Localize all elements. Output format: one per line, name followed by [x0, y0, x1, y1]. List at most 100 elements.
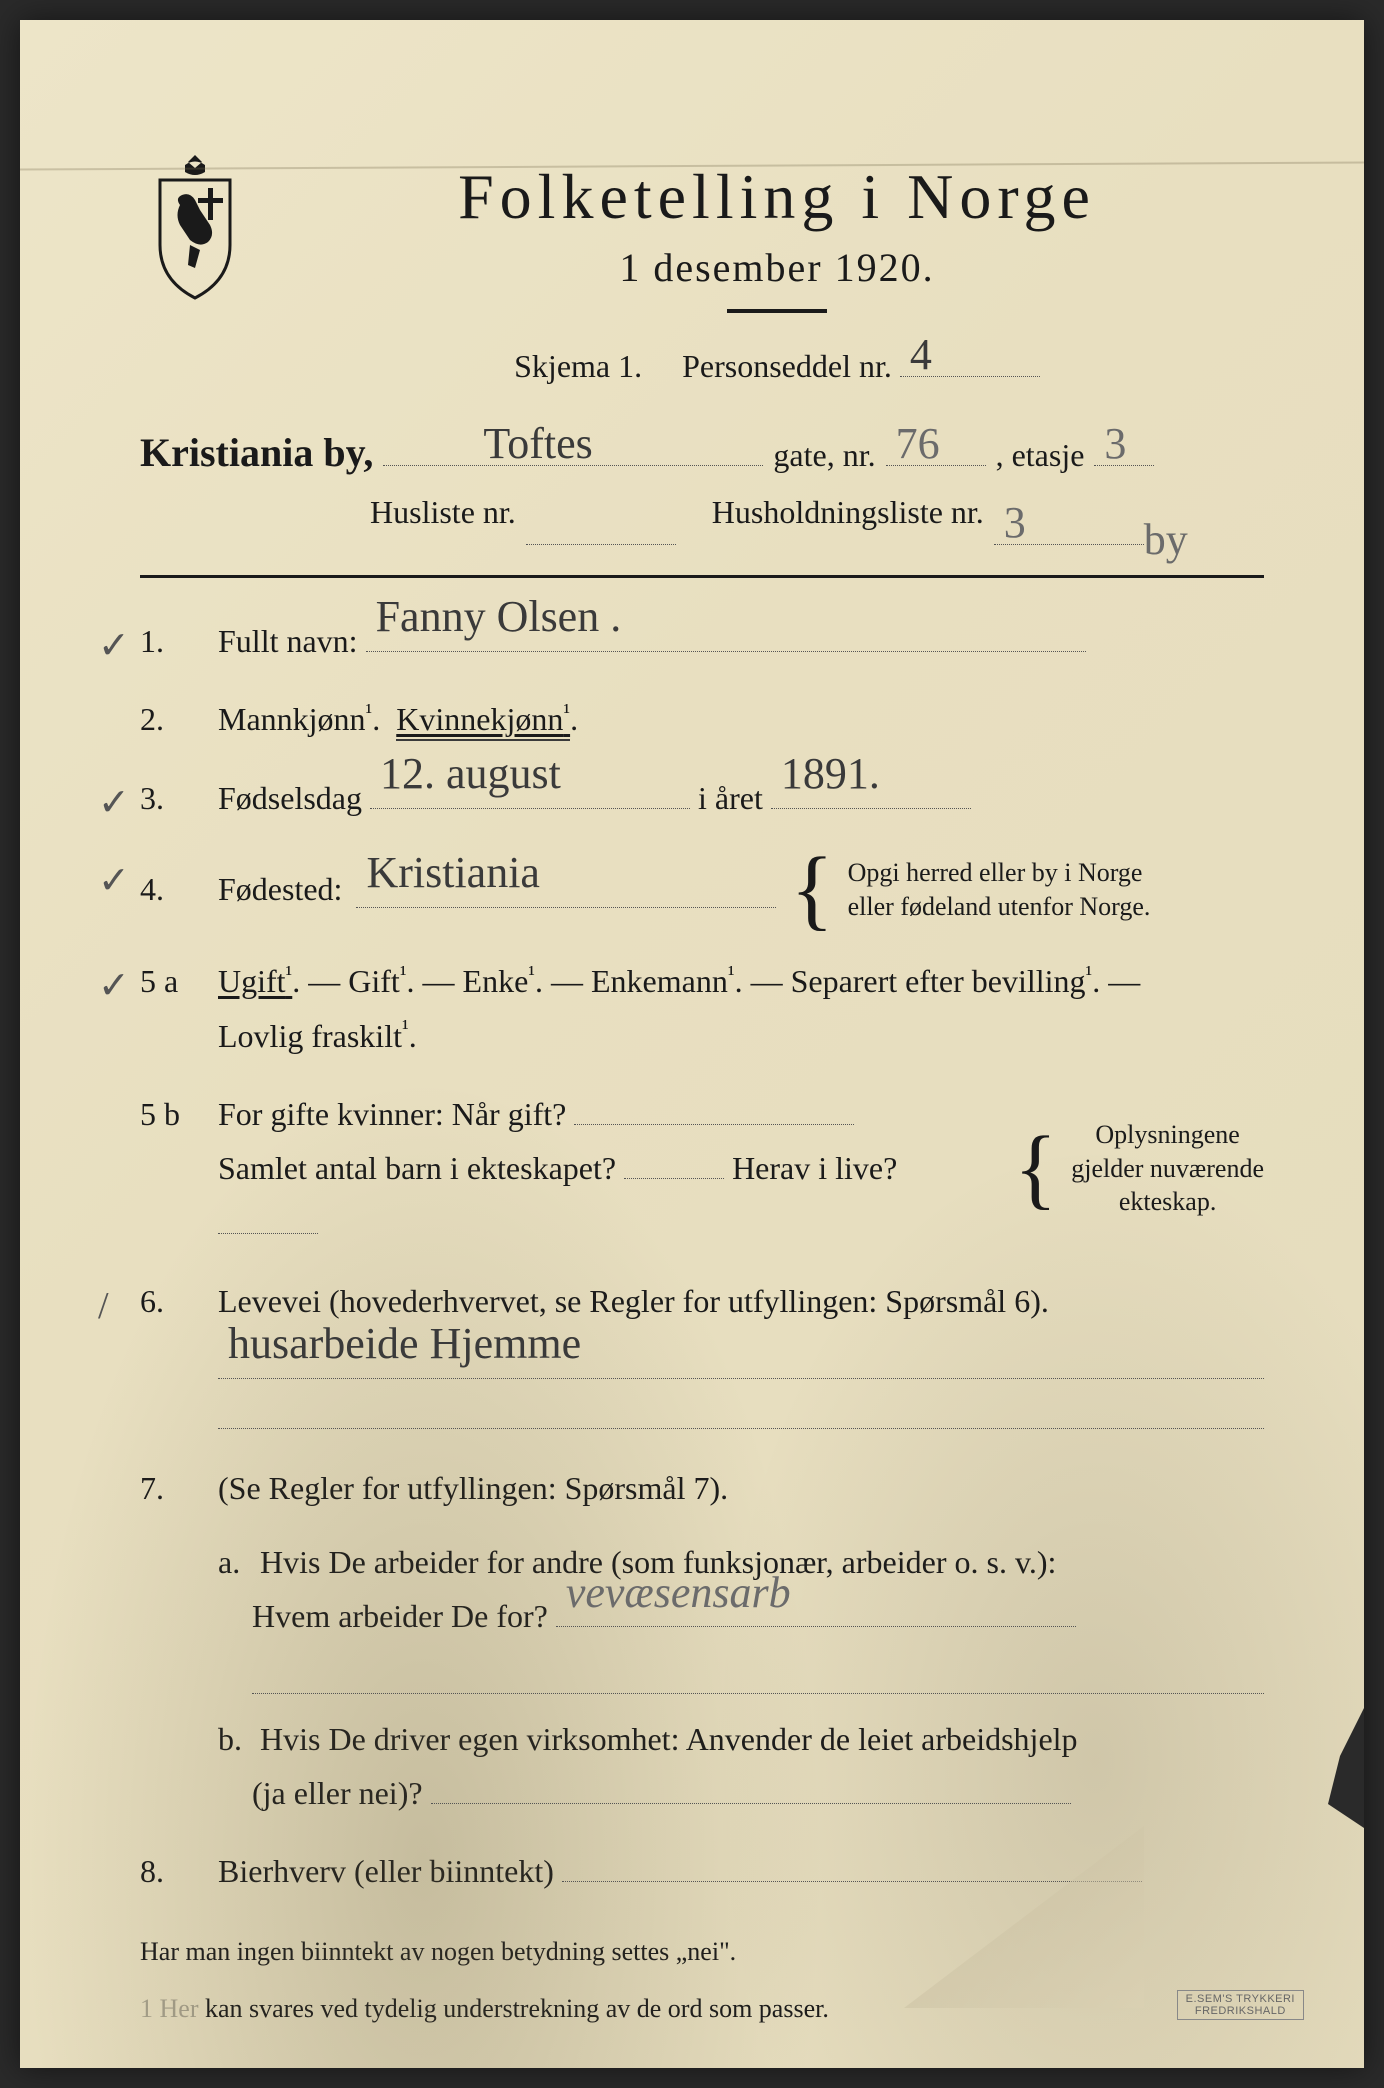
q5b-note1: Oplysningene [1071, 1118, 1264, 1152]
census-form-page: Folketelling i Norge 1 desember 1920. Sk… [20, 20, 1364, 2068]
q8-row: 8. Bierhverv (eller biinntekt) [140, 1844, 1264, 1898]
check-icon: ✓ [98, 771, 130, 836]
gate-value: 76 [896, 418, 940, 469]
q4-note1: Opgi herred eller by i Norge [848, 856, 1151, 890]
q4-note2: eller fødeland utenfor Norge. [848, 890, 1151, 924]
q6-value: husarbeide Hjemme [228, 1307, 581, 1382]
q3-iaret: i året [698, 780, 763, 816]
check-icon: ✓ [98, 849, 130, 914]
q3-body: Fødselsdag 12. august i året 1891. [218, 771, 1264, 825]
check-icon: ✓ [98, 614, 130, 679]
footer-note2: 1 Her kan svares ved tydelig understrekn… [140, 1994, 1264, 2024]
extra-pencil: by [1144, 514, 1188, 565]
footer-note1: Har man ingen biinntekt av nogen betydni… [140, 1929, 1264, 1976]
coat-of-arms-icon [140, 150, 250, 300]
q7a-blank2 [252, 1652, 1264, 1694]
q5a-opt4: Separert efter bevilling [791, 963, 1093, 999]
brace-icon: { [790, 849, 833, 930]
q1-row: ✓ 1. Fullt navn: Fanny Olsen . [140, 614, 1264, 668]
q5b-blank1 [574, 1089, 854, 1125]
gate-label: gate, nr. [773, 437, 875, 474]
q5a-opt2: Enke [463, 963, 535, 999]
q5b-label1: For gifte kvinner: Når gift? [218, 1096, 566, 1132]
husliste-blank [526, 494, 676, 545]
husliste-row: Husliste nr. Husholdningsliste nr. 3 by [140, 494, 1264, 545]
q7-row: 7. (Se Regler for utfyllingen: Spørsmål … [140, 1461, 1264, 1821]
q3-num: 3. [140, 771, 200, 825]
etasje-value: 3 [1104, 418, 1126, 469]
title-block: Folketelling i Norge 1 desember 1920. Sk… [290, 160, 1264, 385]
q7a-value: vevæsensarb [566, 1556, 791, 1631]
q5b-note: Oplysningene gjelder nuværende ekteskap. [1071, 1118, 1264, 1219]
q5b-num: 5 b [140, 1087, 200, 1141]
skjema-label: Skjema 1. [514, 348, 642, 384]
date-line: 1 desember 1920. [290, 244, 1264, 291]
skjema-line: Skjema 1. Personseddel nr. 4 [290, 341, 1264, 385]
q2-row: 2. Mannkjønn. Kvinnekjønn. [140, 692, 1264, 746]
q7a: a. Hvis De arbeider for andre (som funks… [218, 1535, 1264, 1694]
q1-value: Fanny Olsen . [376, 580, 622, 655]
personseddel-label: Personseddel nr. [682, 348, 892, 384]
address-row: Kristiania by, Toftes gate, nr. 76 , eta… [140, 429, 1264, 476]
personseddel-value: 4 [910, 329, 932, 380]
q3-row: ✓ 3. Fødselsdag 12. august i året 1891. [140, 771, 1264, 825]
q8-body: Bierhverv (eller biinntekt) [218, 1844, 1264, 1898]
q5b-blank3 [218, 1198, 318, 1234]
q5a-num: 5 a [140, 954, 200, 1008]
q1-num: 1. [140, 614, 200, 668]
stamp-line1: E.SEM'S TRYKKERI [1186, 1993, 1295, 2005]
q5b-note2: gjelder nuværende [1071, 1152, 1264, 1186]
q6-blank: husarbeide Hjemme [218, 1337, 1264, 1379]
printer-stamp: E.SEM'S TRYKKERI FREDRIKSHALD [1177, 1990, 1304, 2020]
q7a-label2: Hvem arbeider De for? [252, 1598, 548, 1634]
q1-body: Fullt navn: Fanny Olsen . [218, 614, 1264, 668]
q5b-label2: Samlet antal barn i ekteskapet? [218, 1150, 616, 1186]
q7a-blank: vevæsensarb [556, 1591, 1076, 1627]
etasje-blank: 3 [1094, 430, 1154, 466]
header: Folketelling i Norge 1 desember 1920. Sk… [140, 160, 1264, 385]
title-divider [727, 309, 827, 313]
main-title: Folketelling i Norge [290, 160, 1264, 234]
q5a-opt0: Ugift [218, 963, 292, 999]
q5b-label3: Herav i live? [732, 1150, 897, 1186]
q5a-opt5: Lovlig fraskilt [218, 1018, 409, 1054]
q2-opt2: Kvinnekjønn [396, 701, 570, 741]
q5a-body: Ugift. — Gift. — Enke. — Enkemann. — Sep… [218, 954, 1264, 1063]
q5b-body: For gifte kvinner: Når gift? Samlet anta… [218, 1087, 1264, 1250]
q7b-blank [431, 1768, 1071, 1804]
q8-num: 8. [140, 1844, 200, 1898]
q3-day-blank: 12. august [370, 773, 690, 809]
q6-row: / 6. Levevei (hovederhvervet, se Regler … [140, 1274, 1264, 1436]
q7-label: (Se Regler for utfyllingen: Spørsmål 7). [218, 1470, 728, 1506]
gate-blank: 76 [886, 430, 986, 466]
q4-row: ✓ 4. Fødested: Kristiania { Opgi herred … [140, 849, 1264, 930]
personseddel-blank: 4 [900, 341, 1040, 377]
q2-num: 2. [140, 692, 200, 746]
q5a-opt3: Enkemann [591, 963, 735, 999]
paper-tear [1304, 1708, 1364, 1828]
q2-body: Mannkjønn. Kvinnekjønn. [218, 692, 1264, 746]
q3-day: 12. august [380, 737, 561, 812]
q5b-note3: ekteskap. [1071, 1185, 1264, 1219]
husholdning-value: 3 [1004, 497, 1026, 548]
q4-blank: Kristiania [356, 872, 776, 908]
kristiania-label: Kristiania by, [140, 429, 373, 476]
q5a-row: ✓ 5 a Ugift. — Gift. — Enke. — Enkemann.… [140, 954, 1264, 1063]
q3-year-blank: 1891. [771, 773, 971, 809]
q7b: b. Hvis De driver egen virksomhet: Anven… [218, 1712, 1264, 1821]
q2-opt1: Mannkjønn [218, 701, 372, 737]
q7-body: (Se Regler for utfyllingen: Spørsmål 7).… [218, 1461, 1264, 1821]
q7-num: 7. [140, 1461, 200, 1515]
stamp-line2: FREDRIKSHALD [1186, 2005, 1295, 2017]
q5b-labels: For gifte kvinner: Når gift? Samlet anta… [218, 1087, 1000, 1250]
street-blank: Toftes [383, 430, 763, 466]
q6-body: Levevei (hovederhvervet, se Regler for u… [218, 1274, 1264, 1436]
q4-value: Kristiania [366, 836, 540, 911]
q4-num: 4. [140, 862, 200, 916]
q8-blank [562, 1846, 1142, 1882]
q7b-label: Hvis De driver egen virksomhet: Anvender… [260, 1721, 1078, 1757]
street-value: Toftes [483, 418, 592, 469]
q5a-opt1: Gift [348, 963, 406, 999]
q3-year: 1891. [781, 737, 880, 812]
check-icon: ✓ [98, 954, 130, 1019]
